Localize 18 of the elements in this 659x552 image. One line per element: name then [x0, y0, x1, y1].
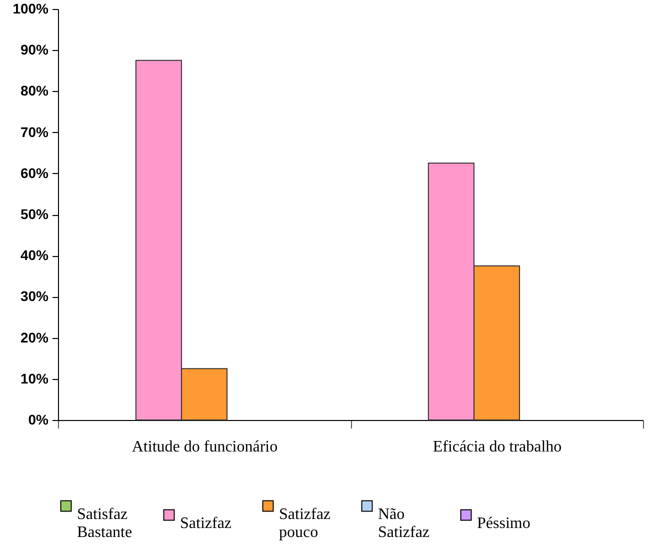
- y-tick-label: 50%: [20, 206, 50, 222]
- legend-label: Satizfaz pouco: [279, 506, 331, 541]
- y-tick-label: 0%: [28, 412, 50, 428]
- legend-label: Péssimo: [477, 515, 530, 532]
- legend-label: Satizfaz: [180, 515, 232, 532]
- y-tick-label: 90%: [20, 42, 50, 58]
- legend-label: Satisfaz Bastante: [77, 506, 132, 541]
- y-tick-label: 10%: [20, 370, 50, 386]
- x-tick-label: Eficácia do trabalho: [432, 438, 562, 456]
- x-tick-label: Atitude do funcionário: [132, 438, 278, 456]
- y-tick-label: 80%: [20, 82, 50, 99]
- legend-label: Não Satizfaz: [378, 506, 430, 541]
- y-tick-label: 100%: [12, 0, 50, 16]
- y-tick-label: 70%: [20, 124, 50, 140]
- y-tick-label: 40%: [20, 247, 50, 264]
- y-tick-label: 30%: [20, 288, 50, 304]
- y-tick-label: 20%: [20, 329, 50, 346]
- y-tick-label: 60%: [20, 164, 50, 181]
